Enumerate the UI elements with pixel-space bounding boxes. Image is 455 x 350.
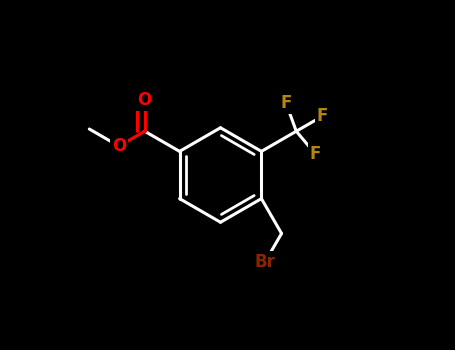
Text: O: O bbox=[112, 137, 126, 155]
Text: F: F bbox=[280, 94, 292, 112]
Text: F: F bbox=[310, 145, 321, 163]
Text: F: F bbox=[316, 107, 328, 125]
Text: Br: Br bbox=[255, 253, 276, 271]
Text: O: O bbox=[137, 91, 152, 109]
